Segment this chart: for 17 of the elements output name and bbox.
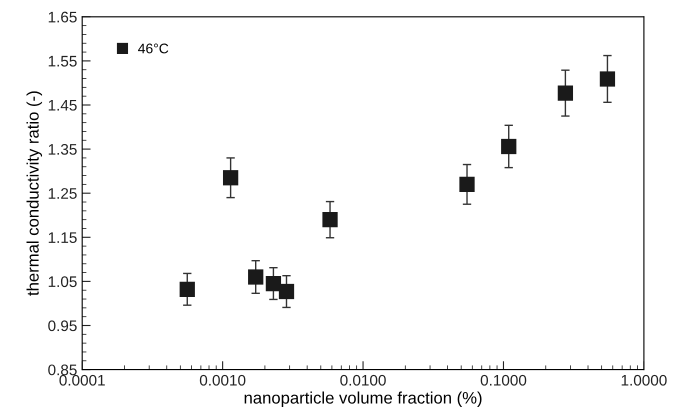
y-tick-label: 1.25	[48, 188, 77, 199]
x-tick-label: 0.0100	[340, 374, 386, 386]
x-tick-label: 0.1000	[480, 374, 526, 386]
y-tick-label: 1.15	[48, 232, 77, 243]
y-axis-title: thermal conductivity ratio (-)	[26, 91, 42, 296]
y-tick-label: 1.65	[48, 12, 77, 22]
y-tick-label: 1.05	[48, 276, 77, 288]
x-tick-label: 0.0001	[59, 374, 105, 386]
legend-label: 46°C	[138, 44, 168, 54]
x-tick-label: 0.0010	[200, 374, 246, 386]
y-tick-label: 1.35	[48, 144, 77, 155]
y-tick-label: 1.55	[48, 56, 77, 67]
y-tick-label: 0.95	[48, 320, 77, 332]
y-tick-label: 1.45	[48, 100, 77, 111]
x-tick-label: 1.0000	[622, 374, 667, 386]
x-axis-title: nanoparticle volume fraction (%)	[244, 391, 482, 408]
y-tick-label: 0.85	[48, 364, 77, 376]
